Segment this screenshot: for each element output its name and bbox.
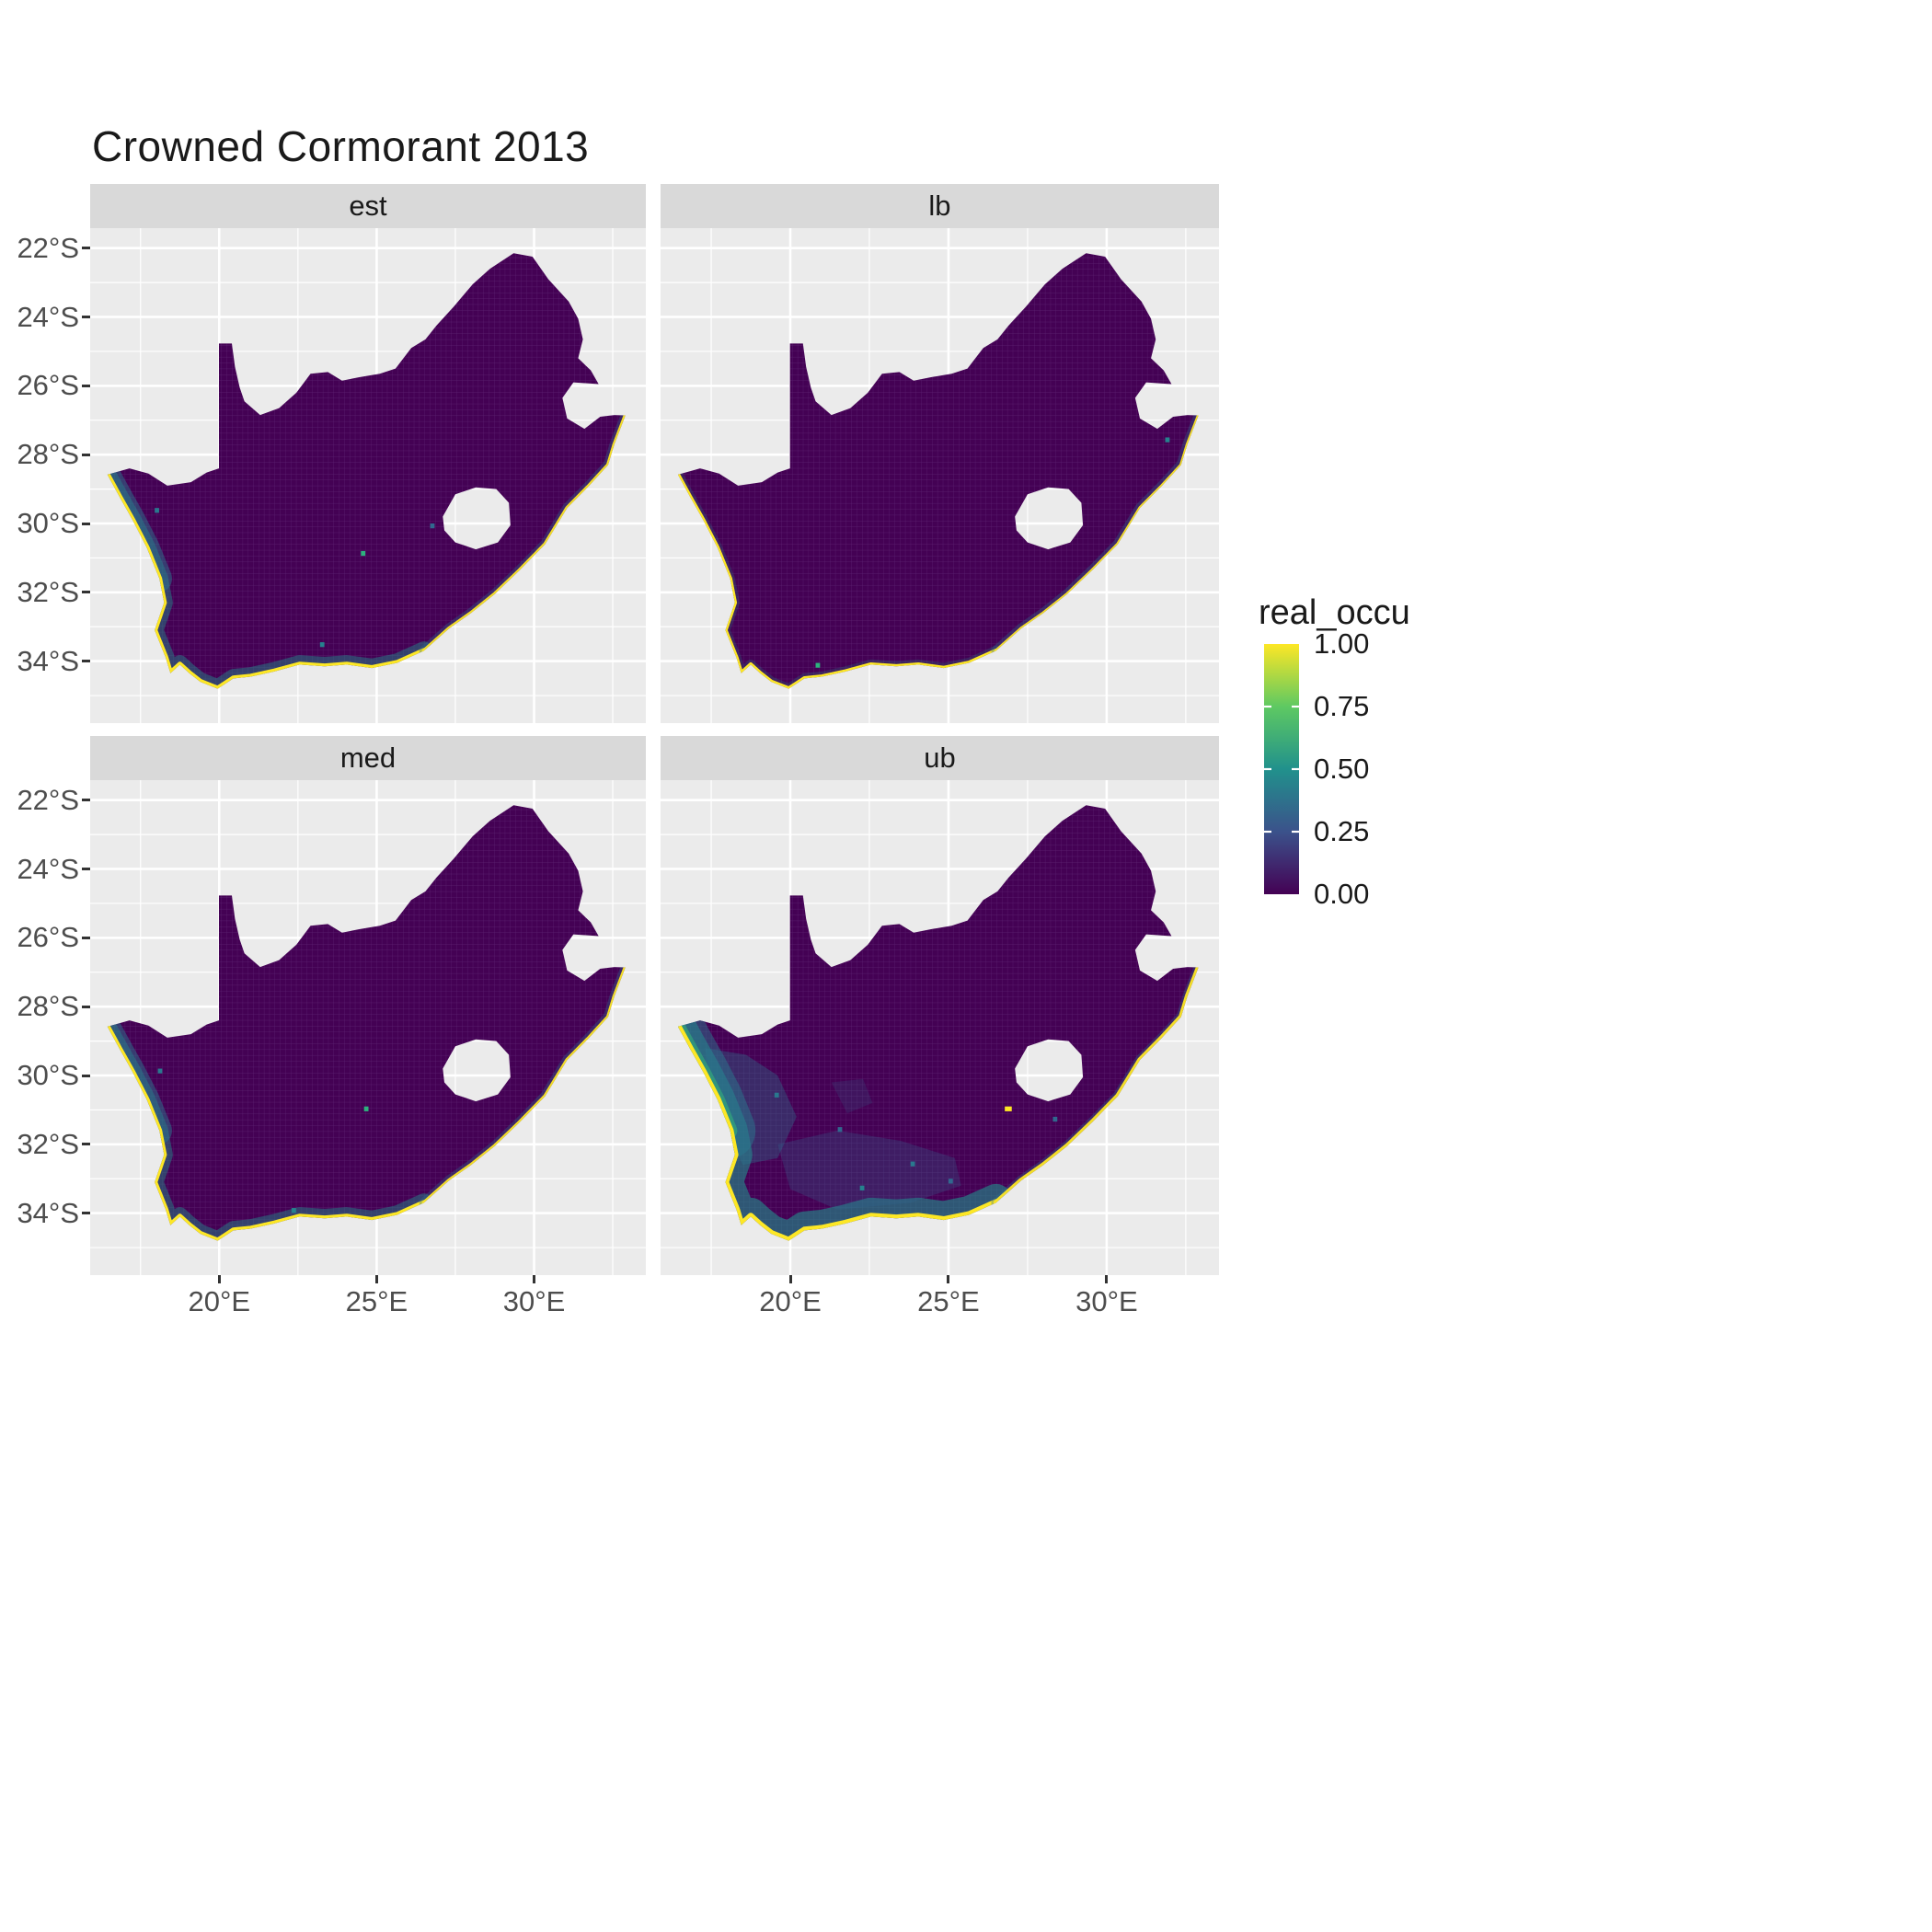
x-tick-mark <box>374 1275 378 1283</box>
y-tick-label: 26°S <box>17 921 79 954</box>
y-tick-mark <box>82 1212 90 1215</box>
x-tick-label: 30°E <box>502 1285 566 1317</box>
y-tick-label: 32°S <box>17 1127 79 1160</box>
facet-label: est <box>349 190 387 222</box>
legend-title: real_occu <box>1259 593 1410 632</box>
legend-colorbar <box>1264 644 1299 894</box>
map-panel-est <box>90 228 646 723</box>
y-tick-label: 30°S <box>17 1059 79 1091</box>
y-tick-mark <box>82 247 90 250</box>
x-tick-label: 20°E <box>759 1285 822 1317</box>
plot-title: Crowned Cormorant 2013 <box>92 122 590 170</box>
y-tick-label: 22°S <box>17 783 79 816</box>
y-tick-label: 24°S <box>17 852 79 885</box>
y-tick-label: 34°S <box>17 644 79 677</box>
y-tick-mark <box>82 1143 90 1146</box>
y-tick-label: 24°S <box>17 300 79 333</box>
y-tick-label: 32°S <box>17 575 79 608</box>
map-panel-ub <box>661 780 1219 1275</box>
y-tick-mark <box>82 1005 90 1008</box>
y-tick-mark <box>82 591 90 594</box>
x-tick-mark <box>947 1275 950 1283</box>
facet-panel-lb: lb <box>661 184 1219 723</box>
map-panel-lb <box>661 228 1219 723</box>
y-tick-mark <box>82 660 90 663</box>
x-tick-mark <box>788 1275 792 1283</box>
facet-strip: est <box>90 184 646 228</box>
facet-label: med <box>339 742 397 774</box>
y-tick-label: 30°S <box>17 507 79 539</box>
facet-panel-med: med <box>90 736 646 1275</box>
y-tick-label: 22°S <box>17 231 79 264</box>
x-tick-mark <box>217 1275 221 1283</box>
y-tick-mark <box>82 799 90 802</box>
x-tick-mark <box>1105 1275 1109 1283</box>
facet-panel-ub: ub <box>661 736 1219 1275</box>
facet-strip: med <box>90 736 646 780</box>
x-tick-label: 25°E <box>917 1285 980 1317</box>
y-tick-label: 28°S <box>17 990 79 1023</box>
legend-tick-label: 0.25 <box>1314 815 1370 847</box>
y-tick-mark <box>82 1074 90 1077</box>
x-tick-label: 20°E <box>188 1285 251 1317</box>
x-tick-mark <box>533 1275 535 1283</box>
y-tick-label: 26°S <box>17 369 79 402</box>
y-tick-mark <box>82 316 90 319</box>
legend: real_occu 1.00 0.75 0.50 0.25 0.00 <box>1251 593 1463 910</box>
x-tick-label: 30°E <box>1075 1285 1138 1317</box>
facet-label: lb <box>928 190 951 222</box>
facet-strip: lb <box>661 184 1219 228</box>
legend-tick-label: 0.75 <box>1314 690 1370 722</box>
legend-tick-label: 1.00 <box>1314 627 1370 660</box>
y-tick-mark <box>82 453 90 456</box>
legend-tick-label: 0.00 <box>1314 878 1370 910</box>
y-tick-mark <box>82 936 90 939</box>
y-tick-label: 28°S <box>17 438 79 471</box>
legend-tick-label: 0.50 <box>1314 753 1370 785</box>
y-tick-mark <box>82 384 90 387</box>
y-tick-mark <box>82 522 90 525</box>
facet-label: ub <box>924 742 956 774</box>
y-tick-mark <box>82 868 90 871</box>
y-tick-label: 34°S <box>17 1196 79 1229</box>
x-tick-label: 25°E <box>345 1285 408 1317</box>
facet-strip: ub <box>661 736 1219 780</box>
map-panel-med <box>90 780 646 1275</box>
facet-panel-est: est <box>90 184 646 723</box>
